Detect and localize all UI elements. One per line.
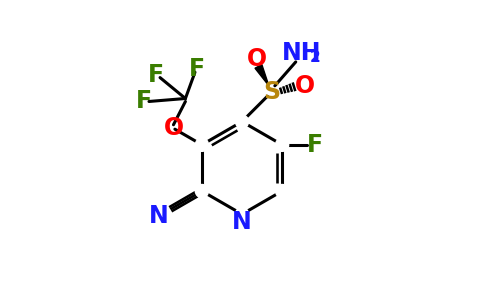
Circle shape xyxy=(275,138,288,151)
Text: NH: NH xyxy=(282,41,321,65)
Text: O: O xyxy=(295,74,315,98)
Text: F: F xyxy=(189,57,205,81)
Text: F: F xyxy=(136,89,151,113)
Circle shape xyxy=(235,115,249,128)
Text: S: S xyxy=(263,80,280,104)
Text: O: O xyxy=(164,116,183,140)
Text: 2: 2 xyxy=(310,50,320,65)
Circle shape xyxy=(196,138,209,151)
Text: N: N xyxy=(149,203,169,227)
Circle shape xyxy=(196,184,209,198)
Text: F: F xyxy=(148,63,164,87)
Circle shape xyxy=(275,184,288,198)
Text: O: O xyxy=(247,47,267,71)
Circle shape xyxy=(235,208,249,221)
Polygon shape xyxy=(255,64,269,86)
Text: F: F xyxy=(307,133,323,157)
Text: N: N xyxy=(232,210,252,234)
